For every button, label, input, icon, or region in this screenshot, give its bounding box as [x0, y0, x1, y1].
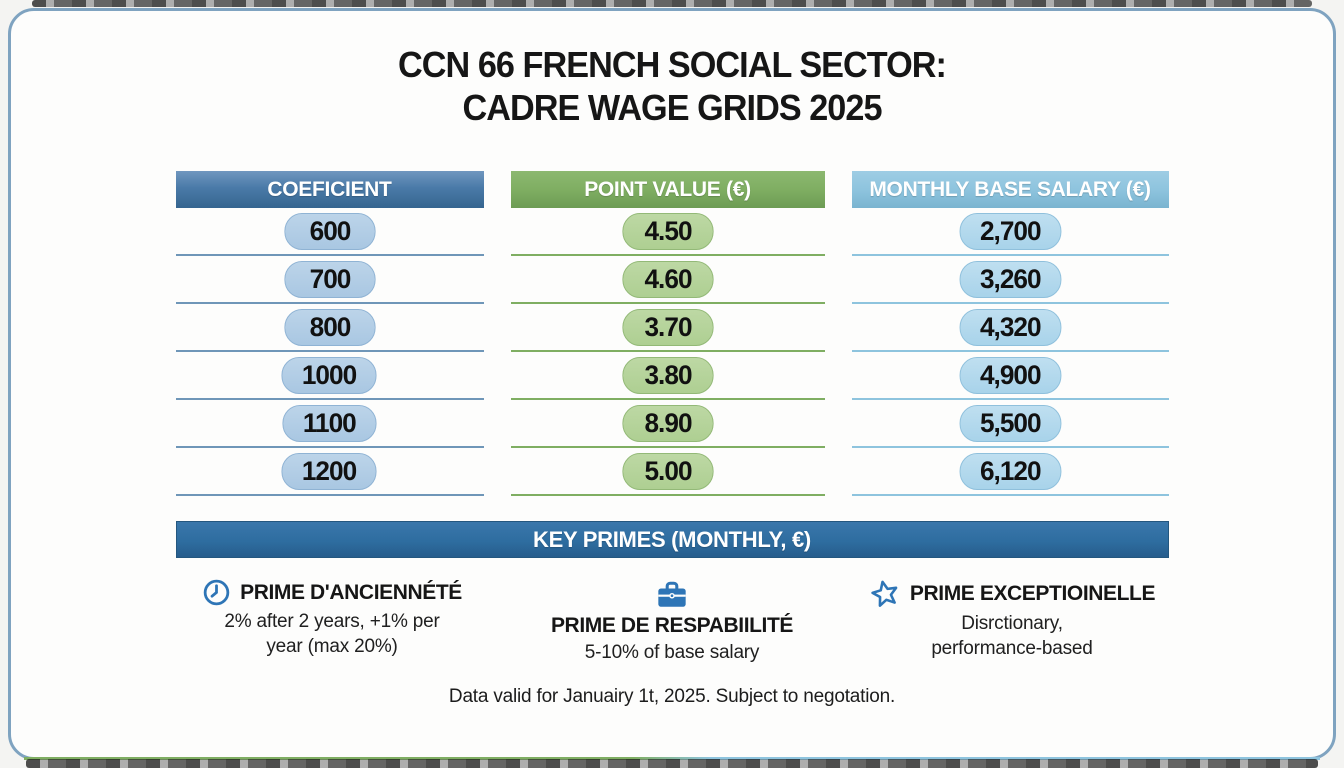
table-row: 700: [175, 256, 484, 305]
salary-pill: 3,260: [959, 260, 1061, 298]
salary-pill: 5,500: [959, 404, 1061, 442]
table-row: 6,120: [851, 448, 1169, 497]
prime-exceptionnelle: PRIME EXCEPTIOINELLE Disrctionary, perfo…: [847, 578, 1177, 665]
prime-responsabilite: PRIME DE RESPABIILITÉ 5-10% of base sala…: [507, 578, 837, 665]
table-row: 1100: [175, 400, 484, 449]
point-value-pill: 5.00: [621, 452, 714, 490]
salary-pill: 4,900: [959, 356, 1061, 394]
prime-title: PRIME D'ANCIENNÉTÉ: [240, 580, 462, 604]
column-header-point-value: POINT VALUE (€): [510, 171, 825, 209]
prime-title: PRIME EXCEPTIOINELLE: [909, 581, 1156, 605]
point-value-pill: 8.90: [621, 404, 714, 442]
table-row: 1000: [175, 352, 484, 401]
table-row: 600: [175, 208, 484, 257]
table-row: 5,500: [851, 400, 1169, 449]
bottom-border-accent: [24, 757, 1320, 760]
table-row: 5.00: [510, 448, 825, 497]
prime-anciennete: PRIME D'ANCIENNÉTÉ 2% after 2 years, +1%…: [167, 578, 497, 665]
table-row: 4.50: [510, 208, 825, 257]
coefficient-pill: 1100: [282, 404, 377, 442]
coefficient-pill: 600: [283, 212, 376, 250]
salary-pill: 4,320: [959, 308, 1061, 346]
scan-artifact-bottom: [26, 759, 1318, 768]
page-title-line2: CADRE WAGE GRIDS 2025: [462, 87, 882, 129]
clock-icon: [202, 578, 231, 607]
point-value-pill: 4.60: [621, 260, 714, 298]
coefficient-pill: 800: [283, 308, 376, 346]
footnote: Data valid for Januairy 1t, 2025. Subjec…: [448, 685, 896, 707]
column-monthly-salary: MONTHLY BASE SALARY (€) 2,700 3,260 4,32…: [851, 171, 1169, 497]
key-primes-banner: KEY PRIMES (MONTHLY, €): [175, 521, 1169, 559]
point-value-pill: 3.80: [621, 356, 714, 394]
prime-description: 2% after 2 years, +1% per year (max 20%): [224, 611, 440, 657]
page-title: CCN 66 FRENCH SOCIAL SECTOR: CADRE WAGE …: [44, 43, 1300, 129]
page-title-line1: CCN 66 FRENCH SOCIAL SECTOR:: [398, 44, 947, 85]
point-value-pill: 4.50: [621, 212, 714, 250]
salary-pill: 6,120: [959, 452, 1061, 490]
coefficient-pill: 1000: [281, 356, 378, 394]
column-header-monthly-salary: MONTHLY BASE SALARY (€): [851, 171, 1169, 209]
point-value-pill: 3.70: [621, 308, 714, 346]
salary-pill: 2,700: [959, 212, 1061, 250]
table-row: 1200: [175, 448, 484, 497]
column-point-value: POINT VALUE (€) 4.50 4.60 3.70 3.80 8.90…: [510, 171, 825, 497]
table-row: 4,320: [851, 304, 1169, 353]
coefficient-pill: 1200: [281, 452, 378, 490]
prime-description: Disrctionary, performance-based: [931, 613, 1093, 659]
table-row: 800: [175, 304, 484, 353]
briefcase-icon: [654, 578, 690, 610]
star-icon: [869, 578, 901, 609]
table-row: 2,700: [851, 208, 1169, 257]
coefficient-pill: 700: [283, 260, 376, 298]
prime-title: PRIME DE RESPABIILITÉ: [550, 614, 794, 638]
wage-grid-card: CCN 66 FRENCH SOCIAL SECTOR: CADRE WAGE …: [8, 8, 1336, 760]
table-row: 3.70: [510, 304, 825, 353]
column-header-coefficient: COEFICIENT: [175, 171, 484, 209]
table-row: 8.90: [510, 400, 825, 449]
table-row: 4,900: [851, 352, 1169, 401]
table-row: 3,260: [851, 256, 1169, 305]
column-coefficient: COEFICIENT 600 700 800 1000 1100 1200: [175, 171, 484, 497]
table-row: 3.80: [510, 352, 825, 401]
wage-table: COEFICIENT 600 700 800 1000 1100 1200 PO…: [175, 171, 1169, 497]
primes-section: PRIME D'ANCIENNÉTÉ 2% after 2 years, +1%…: [167, 578, 1177, 665]
scan-artifact-top: [32, 0, 1312, 7]
table-row: 4.60: [510, 256, 825, 305]
prime-description: 5-10% of base salary: [584, 642, 760, 664]
